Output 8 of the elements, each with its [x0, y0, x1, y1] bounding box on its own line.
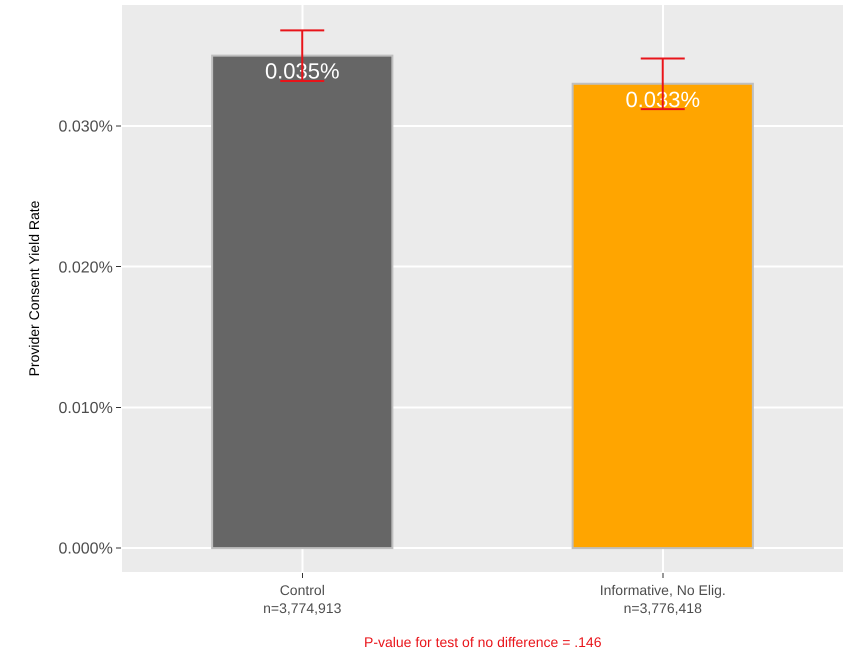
x-tick-label: Informative, No Elig. n=3,776,418 — [600, 582, 726, 616]
x-tick-label: Control n=3,774,913 — [263, 582, 342, 616]
y-tick-label: 0.000% — [58, 540, 113, 558]
y-axis-title: Provider Consent Yield Rate — [26, 200, 42, 376]
y-tick-label: 0.020% — [58, 259, 113, 276]
y-tick-label: 0.010% — [58, 400, 113, 417]
text: P-value for test of no difference = .146 — [364, 634, 602, 650]
y-tick-label: 0.030% — [58, 118, 113, 136]
